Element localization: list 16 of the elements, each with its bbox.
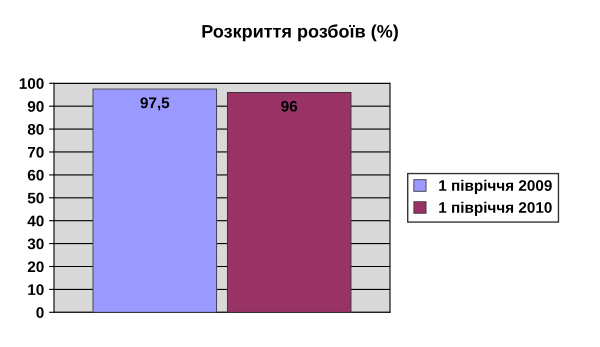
data-label: 97,5	[140, 97, 170, 110]
y-tick-label: 20	[28, 261, 44, 272]
legend-label: 1 півріччя 2010	[439, 202, 552, 216]
y-tick-label: 80	[28, 124, 44, 135]
y-tick-label: 0	[36, 307, 44, 318]
chart-title: Розкриття розбоїв (%)	[202, 24, 398, 42]
y-tick-label: 60	[28, 170, 44, 181]
y-tick-label: 100	[20, 78, 44, 89]
y-tick-label: 30	[28, 238, 44, 250]
legend-label: 1 півріччя 2009	[439, 180, 552, 194]
y-tick-label: 50	[28, 192, 44, 204]
y-tick-label: 90	[28, 101, 44, 112]
y-tick-label: 70	[28, 146, 44, 158]
data-label: 96	[281, 100, 298, 112]
y-tick-label: 10	[28, 284, 44, 296]
y-tick-label: 40	[28, 216, 44, 226]
